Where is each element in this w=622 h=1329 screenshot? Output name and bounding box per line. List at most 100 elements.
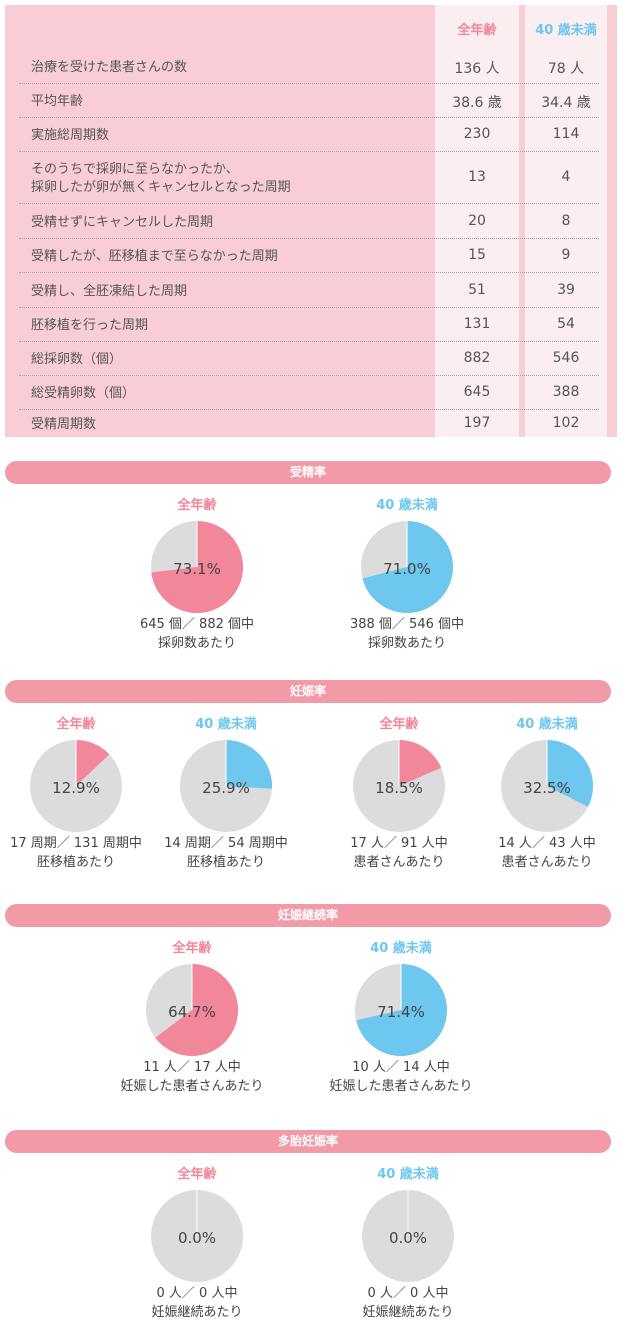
row-value-under40: 546 — [552, 350, 580, 366]
row-value-all-ages: 20 — [468, 212, 486, 229]
row-label: 受精したが、胚移植まで至らなかった周期 — [31, 249, 278, 264]
table-row: 受精周期数 197 102 — [5, 410, 617, 437]
row-separator — [19, 83, 599, 84]
row-separator — [19, 151, 599, 152]
row-value-all-ages: 645 — [463, 384, 491, 400]
pie-count-note: 388 個／ 546 個中 — [349, 617, 465, 632]
pie-chart-block: 40 歳未満 71.4% 10 人／ 14 人中 妊娠した患者さんあたり — [321, 940, 481, 1096]
pie-basis-note: 妊娠継続あたり — [151, 1305, 243, 1320]
pie-percent-label: 0.0% — [178, 1229, 216, 1247]
pie-group-label: 40 歳未満 — [377, 1167, 439, 1182]
pie-group-label: 40 歳未満 — [516, 717, 578, 732]
table-row: 総採卵数（個） 882 546 — [5, 342, 617, 376]
pie-chart-block: 全年齢 12.9% 17 周期／ 131 周期中 胚移植あたり — [0, 716, 156, 872]
pie-percent-label: 12.9% — [52, 779, 100, 797]
pie-count-note: 645 個／ 882 個中 — [139, 617, 255, 632]
row-separator — [19, 307, 599, 308]
row-separator — [19, 203, 599, 204]
pie-group-label: 40 歳未満 — [370, 941, 432, 956]
pie-chart-block: 全年齢 64.7% 11 人／ 17 人中 妊娠した患者さんあたり — [112, 940, 272, 1096]
pie-basis-note: 患者さんあたり — [353, 855, 445, 870]
pie-basis-note: 胚移植あたり — [186, 855, 265, 870]
pie-slice-value — [356, 964, 447, 1056]
row-label: 治療を受けた患者さんの数 — [31, 59, 188, 75]
row-value-all-ages: 38.6 歳 — [452, 95, 502, 111]
pie-chart: 71.4% — [355, 964, 447, 1056]
row-label: 平均年齢 — [31, 94, 84, 109]
pie-chart: 73.1% — [151, 521, 244, 613]
row-separator — [19, 409, 599, 410]
pie-group-label: 全年齢 — [177, 1167, 217, 1182]
header-all-ages: 全年齢 — [457, 23, 497, 38]
pie-group-label: 全年齢 — [177, 498, 217, 513]
row-label: 受精周期数 — [31, 416, 97, 432]
pie-group-label: 40 歳未満 — [195, 717, 257, 732]
section-bar-multiple-pregnancy-rate: 多胎妊娠率 — [5, 1130, 611, 1153]
row-value-under40: 9 — [561, 247, 571, 263]
pie-basis-note: 採卵数あたり — [367, 636, 446, 651]
pie-count-note: 17 人／ 91 人中 — [350, 836, 448, 851]
pie-percent-label: 73.1% — [173, 560, 221, 578]
pie-count-note: 0 人／ 0 人中 — [156, 1286, 238, 1301]
pie-percent-label: 18.5% — [375, 779, 423, 797]
pie-slice-value — [362, 521, 454, 613]
row-separator — [19, 238, 599, 239]
pie-percent-label: 71.0% — [383, 560, 431, 578]
row-value-all-ages: 230 — [463, 126, 491, 142]
column-all-ages-bg — [435, 5, 519, 437]
pie-count-note: 11 人／ 17 人中 — [143, 1060, 241, 1075]
column-under40-bg — [525, 5, 607, 437]
table-row: 胚移植を行った周期 131 54 — [5, 308, 617, 342]
pie-percent-label: 32.5% — [523, 779, 571, 797]
row-value-under40: 34.4 歳 — [541, 95, 591, 111]
pie-basis-note: 妊娠した患者さんあたり — [120, 1079, 264, 1094]
pie-count-note: 14 人／ 43 人中 — [498, 836, 596, 851]
row-label: 胚移植を行った周期 — [31, 318, 149, 333]
row-value-all-ages: 13 — [468, 169, 486, 185]
pie-count-note: 17 周期／ 131 周期中 — [10, 836, 142, 851]
pie-percent-label: 64.7% — [168, 1003, 216, 1021]
row-value-under40: 78 人 — [547, 60, 585, 77]
row-value-all-ages: 15 — [468, 247, 486, 263]
pie-basis-note: 胚移植あたり — [36, 855, 115, 870]
pie-basis-note: 採卵数あたり — [157, 636, 236, 651]
section-bar-pregnancy-rate: 妊娠率 — [5, 680, 611, 703]
pie-slice-value — [76, 740, 110, 786]
row-value-under40: 54 — [557, 316, 575, 332]
table-row: 治療を受けた患者さんの数 136 人 78 人 — [5, 49, 617, 84]
header-under40: 40 歳未満 — [535, 23, 597, 38]
pie-chart: 25.9% — [180, 740, 273, 832]
row-value-all-ages: 882 — [463, 350, 491, 366]
table-row: 受精し、全胚凍結した周期 51 39 — [5, 273, 617, 308]
pie-chart: 0.0% — [151, 1190, 243, 1282]
pie-chart: 18.5% — [353, 740, 445, 832]
row-value-under40: 114 — [552, 126, 580, 142]
pie-count-note: 10 人／ 14 人中 — [352, 1060, 450, 1075]
pie-percent-label: 0.0% — [389, 1229, 427, 1247]
pie-slice-value — [226, 740, 273, 789]
row-value-all-ages: 131 — [463, 316, 491, 332]
pie-chart-block: 40 歳未満 25.9% 14 周期／ 54 周期中 胚移植あたり — [146, 716, 306, 872]
pie-group-label: 40 歳未満 — [376, 498, 438, 513]
pie-chart: 0.0% — [362, 1190, 454, 1282]
row-value-under40: 8 — [561, 212, 571, 229]
row-value-all-ages: 197 — [463, 414, 491, 431]
pie-group-label: 全年齢 — [379, 717, 419, 732]
pie-chart: 12.9% — [30, 740, 122, 832]
pie-slice-value — [155, 964, 239, 1056]
row-value-all-ages: 136 人 — [454, 60, 500, 77]
table-row: 平均年齢 38.6 歳 34.4 歳 — [5, 84, 617, 118]
table-row: 総受精卵数（個） 645 388 — [5, 376, 617, 410]
pie-chart-block: 40 歳未満 71.0% 388 個／ 546 個中 採卵数あたり — [327, 497, 487, 653]
section-bar-ongoing-pregnancy-rate: 妊娠継続率 — [5, 904, 611, 927]
summary-table: 全年齢 40 歳未満 治療を受けた患者さんの数 136 人 78 人平均年齢 38.6… — [5, 5, 617, 437]
row-label: 受精せずにキャンセルした周期 — [31, 214, 214, 230]
table-row: 実施総周期数 230 114 — [5, 118, 617, 152]
pie-chart: 71.0% — [361, 521, 454, 613]
section-bar-fertilization-rate: 受精率 — [5, 461, 611, 484]
table-row: 受精したが、胚移植まで至らなかった周期 15 9 — [5, 239, 617, 273]
row-separator — [19, 272, 599, 273]
pie-group-label: 全年齢 — [56, 717, 96, 732]
pie-chart: 32.5% — [501, 740, 594, 832]
row-separator — [19, 341, 599, 342]
